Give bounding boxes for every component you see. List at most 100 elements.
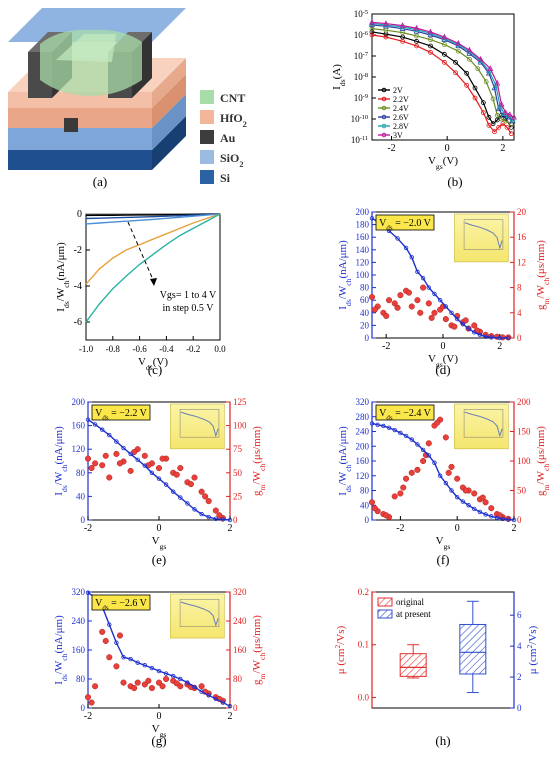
y-left-axis-label-part: (nA/μm) [53, 426, 65, 465]
y-right-tick-label: 100 [233, 421, 247, 431]
y-left-axis-label-part: ch [60, 464, 69, 471]
x-axis-label: Vgs [152, 535, 167, 551]
data-point [495, 105, 502, 112]
data-point [382, 20, 389, 26]
panel-caption: (f) [437, 552, 450, 567]
id-point [437, 298, 443, 303]
data-point [508, 131, 514, 137]
data-point [441, 33, 448, 40]
legend-label-3-part: SiO [220, 151, 239, 165]
id-point [511, 517, 517, 523]
id-point [506, 335, 511, 341]
gm-point [92, 683, 99, 690]
legend-label-1-part: HfO [220, 111, 243, 125]
gm-point [155, 465, 163, 472]
y-tick-label-part: 10 [354, 30, 364, 40]
id-point [178, 495, 183, 500]
gm-point [102, 452, 109, 459]
y-left-tick-label: 0.0 [358, 692, 370, 702]
y-left-tick-label: 80 [360, 283, 370, 293]
gm-point [371, 505, 378, 512]
y-right-axis-label: gm/Wch(μs/mm) [535, 240, 550, 310]
gm-point [462, 317, 469, 324]
data-point [441, 42, 447, 47]
gm-point [383, 312, 390, 320]
vds-label-part: V [95, 598, 103, 609]
id-point [386, 425, 392, 431]
gm-point [106, 474, 113, 481]
id-point [107, 622, 112, 627]
id-point [375, 422, 380, 428]
id-point [142, 663, 147, 668]
legend-marker-5 [381, 132, 387, 138]
gm-point [408, 469, 415, 476]
id-point [369, 421, 375, 426]
vds-label-part: V [379, 218, 387, 229]
y-axis-label-part: (A) [331, 64, 343, 80]
gm-point [442, 316, 449, 323]
vds-label-box [375, 404, 435, 421]
y-right-axis-label-part: (μs/mm) [251, 615, 263, 653]
gm-point [482, 499, 489, 506]
vds-label-part: ds [102, 414, 109, 422]
id-point [443, 304, 449, 309]
y-left-tick-label: 80 [76, 674, 86, 684]
legend-swatch-0 [200, 90, 214, 104]
y-left-axis-label-part: (nA/μm) [337, 426, 349, 465]
id-point [128, 656, 133, 662]
data-point [413, 27, 420, 34]
data-point [502, 109, 509, 115]
data-point [506, 111, 513, 117]
id-point [483, 334, 488, 339]
y-left-axis-label: Ids/Wch(nA/μm) [53, 426, 69, 496]
id-point [185, 501, 190, 506]
x-tick-label: 2 [228, 523, 233, 534]
id-point [178, 676, 183, 682]
inset-frame [179, 599, 220, 627]
gm-point [198, 683, 205, 690]
y-left-tick-label: 320 [356, 397, 370, 407]
gm-point [434, 419, 441, 426]
annotation-arrowhead [150, 278, 157, 286]
panel-a-caption: (a) [93, 174, 107, 189]
y-left-axis-label-part: /W [53, 660, 65, 674]
y-left-tick-label: 160 [72, 421, 86, 431]
vds-label-part: V [95, 408, 103, 419]
id-point [107, 432, 112, 438]
legend-marker-0 [381, 87, 387, 93]
y-right-axis-label: gm/Wch(μs/mm) [535, 426, 550, 496]
x-axis-label-part: V [152, 535, 160, 547]
gm-point [155, 679, 163, 686]
x-axis-label: Vds(V) [138, 356, 168, 372]
y-left-tick-label: 200 [356, 207, 370, 217]
id-point [415, 269, 420, 275]
series-line-6 [85, 213, 221, 323]
y-left-axis-label: Ids/Wch(nA/μm) [337, 240, 353, 310]
y-left-tick-label: 120 [356, 471, 370, 481]
panel-caption: (h) [435, 733, 450, 748]
plot-frame [85, 213, 221, 341]
y-left-tick-label: 240 [72, 616, 86, 626]
data-point [428, 43, 433, 49]
x-tick-label: 0 [157, 523, 162, 534]
x-axis-label-part: gs [436, 162, 443, 171]
id-point [426, 285, 431, 290]
id-line [87, 592, 231, 707]
vds-label: Vds = −2.0 V [379, 218, 432, 232]
y-tick-label-part: 10 [354, 51, 364, 61]
id-point [409, 437, 414, 442]
gm-point [414, 297, 421, 304]
x-tick-label: -2 [396, 523, 404, 534]
y-right-tick-label: 200 [517, 397, 531, 407]
x-tick-label: 2 [228, 711, 233, 722]
legend-label-3: SiO2 [220, 151, 244, 169]
panel-caption: (b) [447, 174, 462, 189]
legend-marker-4 [381, 123, 387, 129]
id-point [199, 689, 204, 694]
data-point [427, 31, 434, 38]
gm-point [88, 465, 95, 472]
id-point [409, 255, 414, 260]
vds-label: Vds = −2.4 V [379, 408, 432, 422]
gm-point [462, 487, 469, 494]
